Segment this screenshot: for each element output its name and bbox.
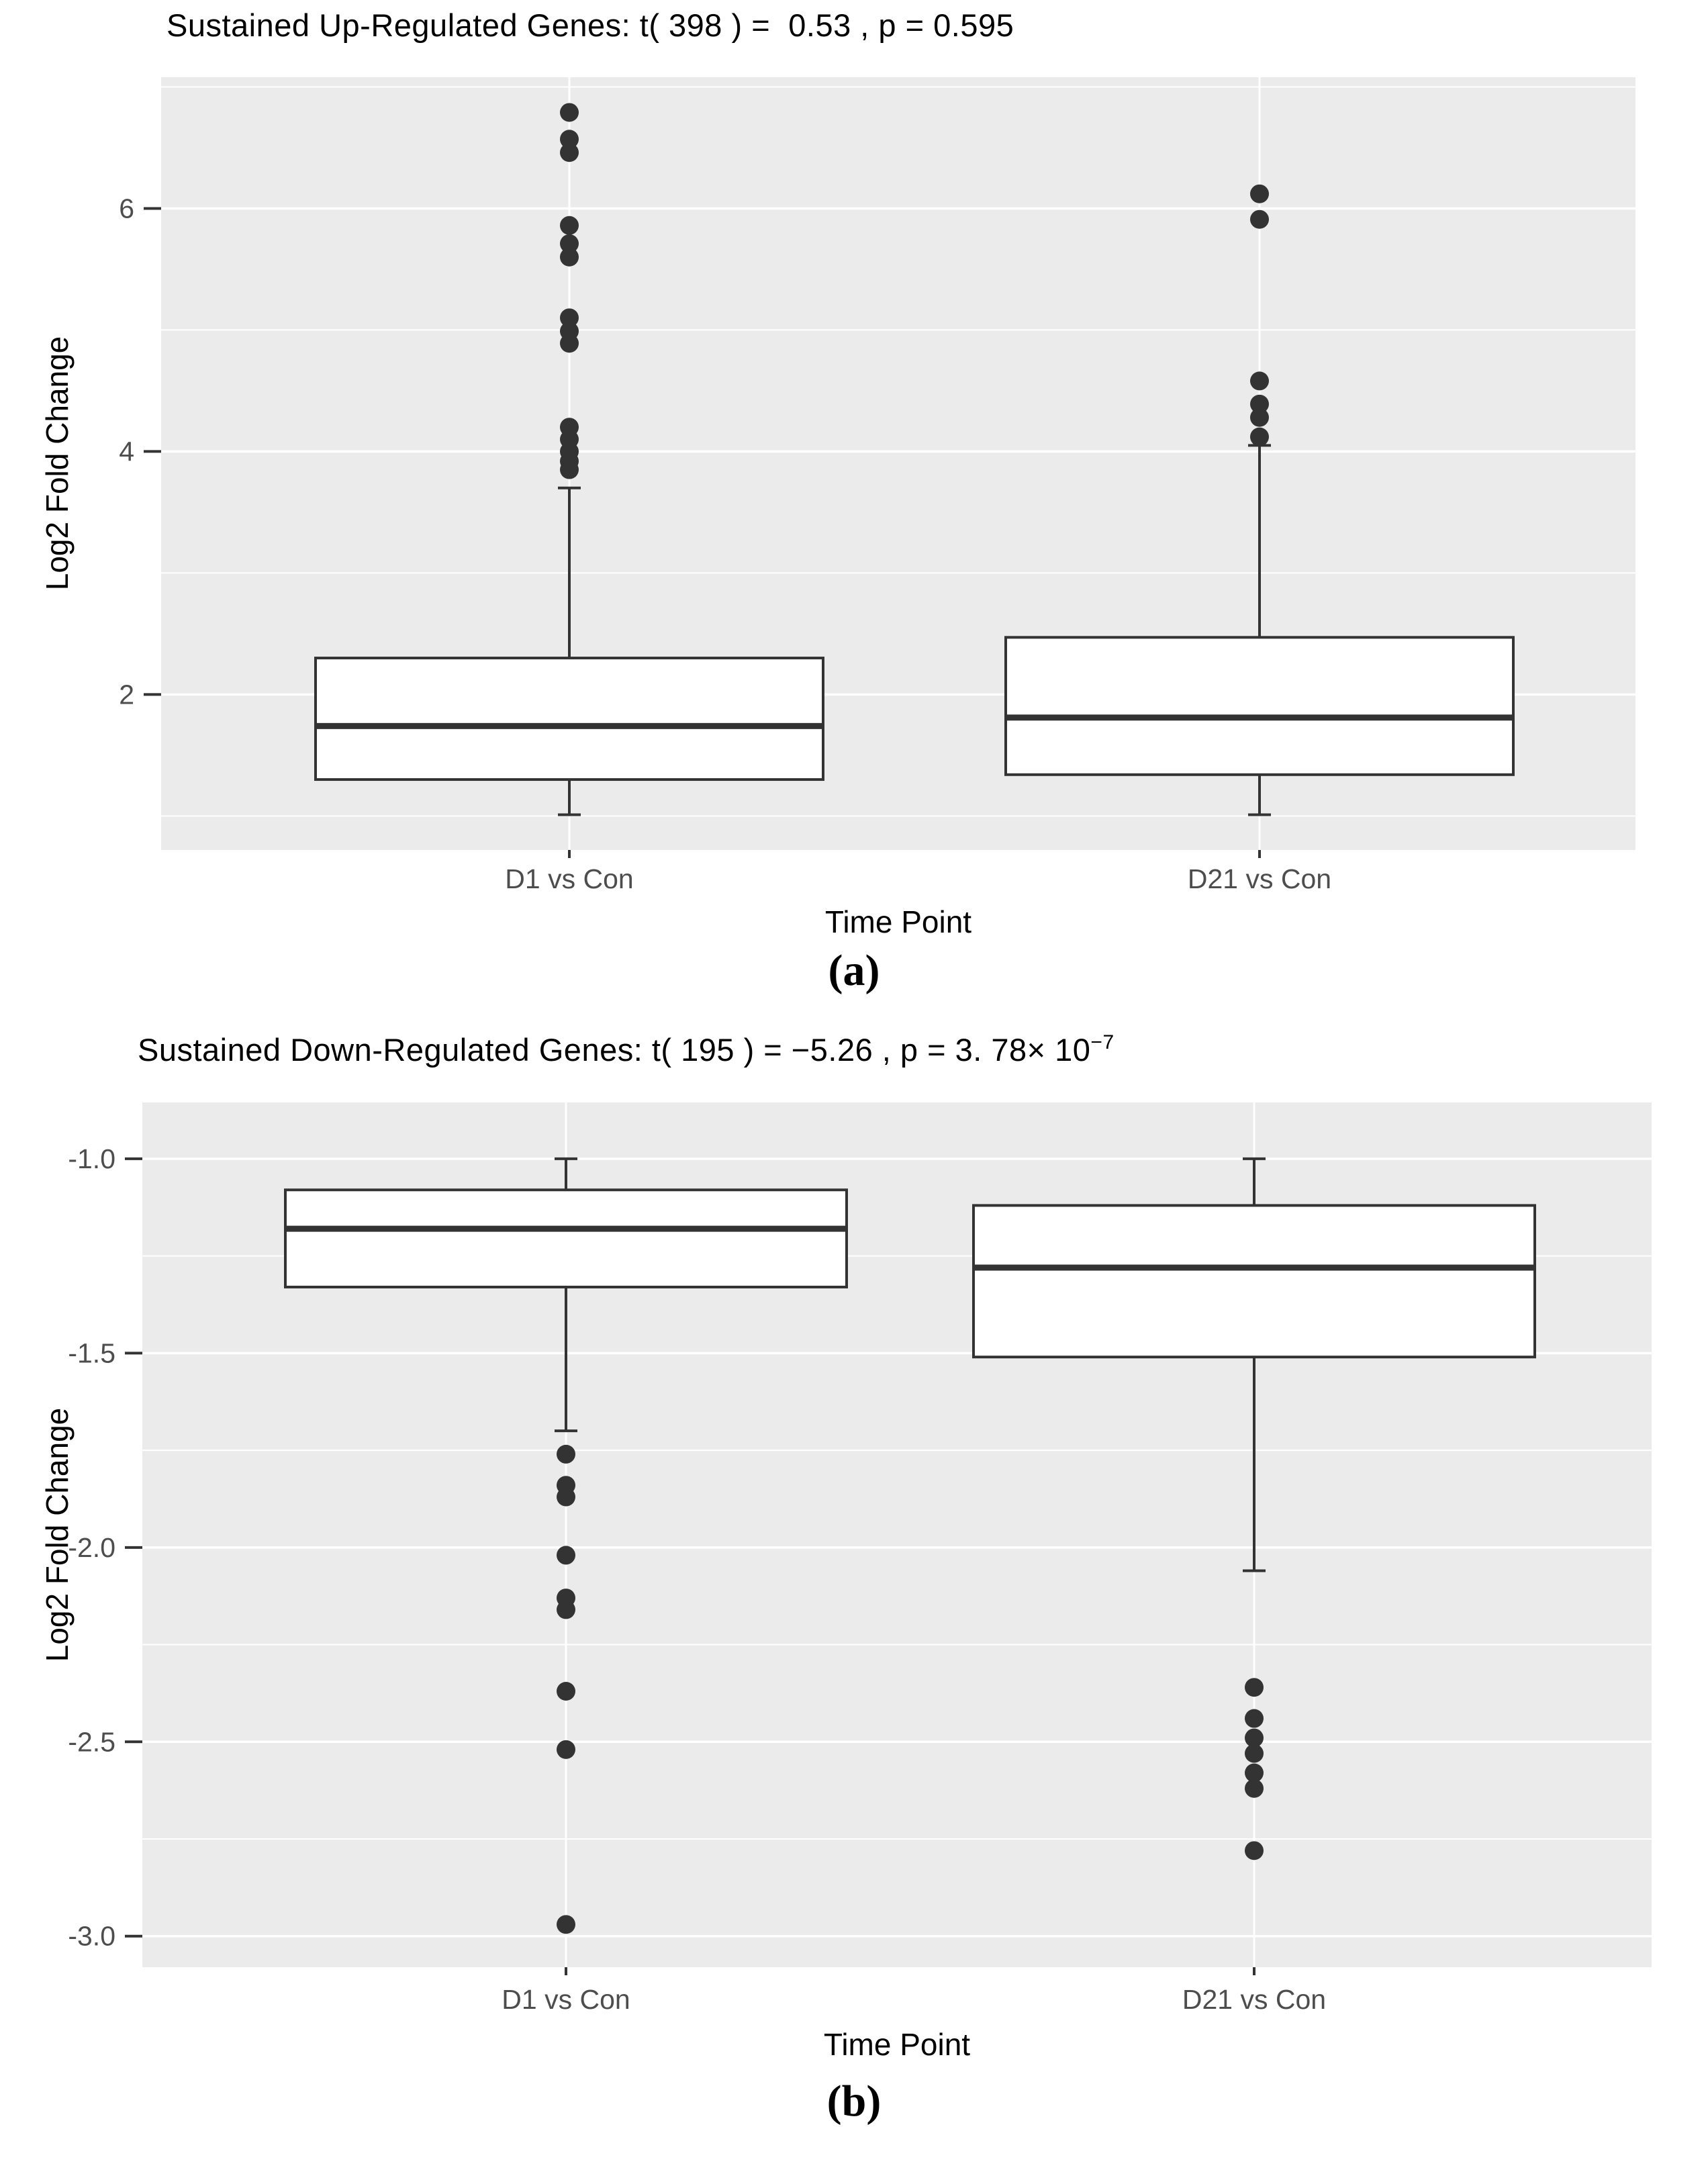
outlier-point bbox=[557, 1546, 575, 1565]
panel-b-x-axis-title: Time Point bbox=[823, 2027, 971, 2062]
panel-b-title: Sustained Down-Regulated Genes: t( 195 )… bbox=[138, 1031, 1114, 1068]
outlier-point bbox=[557, 1681, 575, 1701]
outlier-point bbox=[1250, 427, 1269, 446]
x-tick-label: D1 vs Con bbox=[505, 863, 633, 894]
y-tick-label: 6 bbox=[119, 193, 134, 224]
outlier-point bbox=[1245, 1841, 1264, 1860]
caption-a-open-paren: ( bbox=[828, 946, 843, 995]
outlier-point bbox=[1245, 1763, 1264, 1783]
x-tick-label: D21 vs Con bbox=[1188, 863, 1331, 894]
y-tick-label: -1.5 bbox=[68, 1337, 115, 1368]
outlier-point bbox=[560, 334, 579, 353]
caption-b-open-paren: ( bbox=[826, 2077, 842, 2126]
outlier-point bbox=[1250, 408, 1269, 427]
panel-b-title-text: Sustained Down-Regulated Genes: t( 195 )… bbox=[138, 1032, 1091, 1068]
panel-b-title-superscript: −7 bbox=[1090, 1031, 1114, 1053]
boxplot-d21-vs-con bbox=[972, 1157, 1536, 1860]
outlier-point bbox=[1250, 394, 1269, 414]
outlier-point bbox=[1245, 1678, 1264, 1697]
panel-a-x-axis-title: Time Point bbox=[824, 904, 972, 939]
outlier-point bbox=[1250, 371, 1269, 391]
panel-a: Sustained Up-Regulated Genes: t( 398 ) =… bbox=[0, 0, 1708, 1007]
panel-b-caption: (b) bbox=[0, 2076, 1708, 2127]
x-tick-label: D21 vs Con bbox=[1182, 1984, 1326, 2015]
caption-a-close-paren: ) bbox=[865, 946, 880, 995]
outlier-point bbox=[560, 216, 579, 235]
panel-a-title-text: Sustained Up-Regulated Genes: t( 398 ) =… bbox=[167, 7, 1014, 43]
outlier-point bbox=[1250, 209, 1269, 229]
outlier-point bbox=[560, 103, 579, 122]
outlier-point bbox=[557, 1915, 575, 1934]
outlier-point bbox=[560, 143, 579, 162]
outlier-point bbox=[1245, 1728, 1264, 1748]
panel-a-plot-area: 6 4 2 D1 vs Con D21 vs Con bbox=[119, 77, 1635, 894]
iqr-box bbox=[284, 1188, 848, 1288]
outlier-point bbox=[560, 460, 579, 479]
panel-b: Sustained Down-Regulated Genes: t( 195 )… bbox=[0, 1007, 1708, 2174]
y-tick-label: -2.5 bbox=[68, 1726, 115, 1757]
iqr-box bbox=[1004, 636, 1515, 776]
boxplot-d1-vs-con bbox=[284, 1157, 848, 1934]
panel-b-plot-area: -1.0 -1.5 -2.0 -2.5 -3.0 D1 vs Con D21 vs Con bbox=[68, 1102, 1652, 2015]
boxplot-d1-vs-con bbox=[314, 103, 824, 816]
y-tick-label: -2.0 bbox=[68, 1532, 115, 1563]
iqr-box bbox=[972, 1204, 1536, 1359]
y-tick-label: 2 bbox=[119, 679, 134, 710]
outlier-point bbox=[557, 1600, 575, 1619]
caption-b-close-paren: ) bbox=[866, 2077, 882, 2126]
y-tick-label: -1.0 bbox=[68, 1143, 115, 1174]
outlier-point bbox=[560, 130, 579, 149]
outlier-point bbox=[560, 247, 579, 267]
panel-a-title: Sustained Up-Regulated Genes: t( 398 ) =… bbox=[167, 7, 1014, 44]
panel-a-caption: (a) bbox=[0, 945, 1708, 996]
y-tick-label: 4 bbox=[119, 436, 134, 467]
caption-b-letter: b bbox=[841, 2077, 867, 2126]
outlier-point bbox=[1250, 184, 1269, 203]
outlier-point bbox=[1245, 1779, 1264, 1798]
outlier-point bbox=[557, 1487, 575, 1507]
iqr-box bbox=[314, 657, 824, 782]
outlier-point bbox=[557, 1740, 575, 1759]
y-tick-label: -3.0 bbox=[68, 1921, 115, 1952]
outlier-point bbox=[557, 1444, 575, 1464]
x-tick-label: D1 vs Con bbox=[502, 1984, 630, 2015]
outlier-point bbox=[1245, 1709, 1264, 1728]
outlier-point bbox=[560, 308, 579, 328]
caption-a-letter: a bbox=[843, 946, 865, 995]
outlier-point bbox=[1245, 1744, 1264, 1763]
outlier-point bbox=[560, 234, 579, 253]
boxplot-d21-vs-con bbox=[1004, 184, 1515, 816]
